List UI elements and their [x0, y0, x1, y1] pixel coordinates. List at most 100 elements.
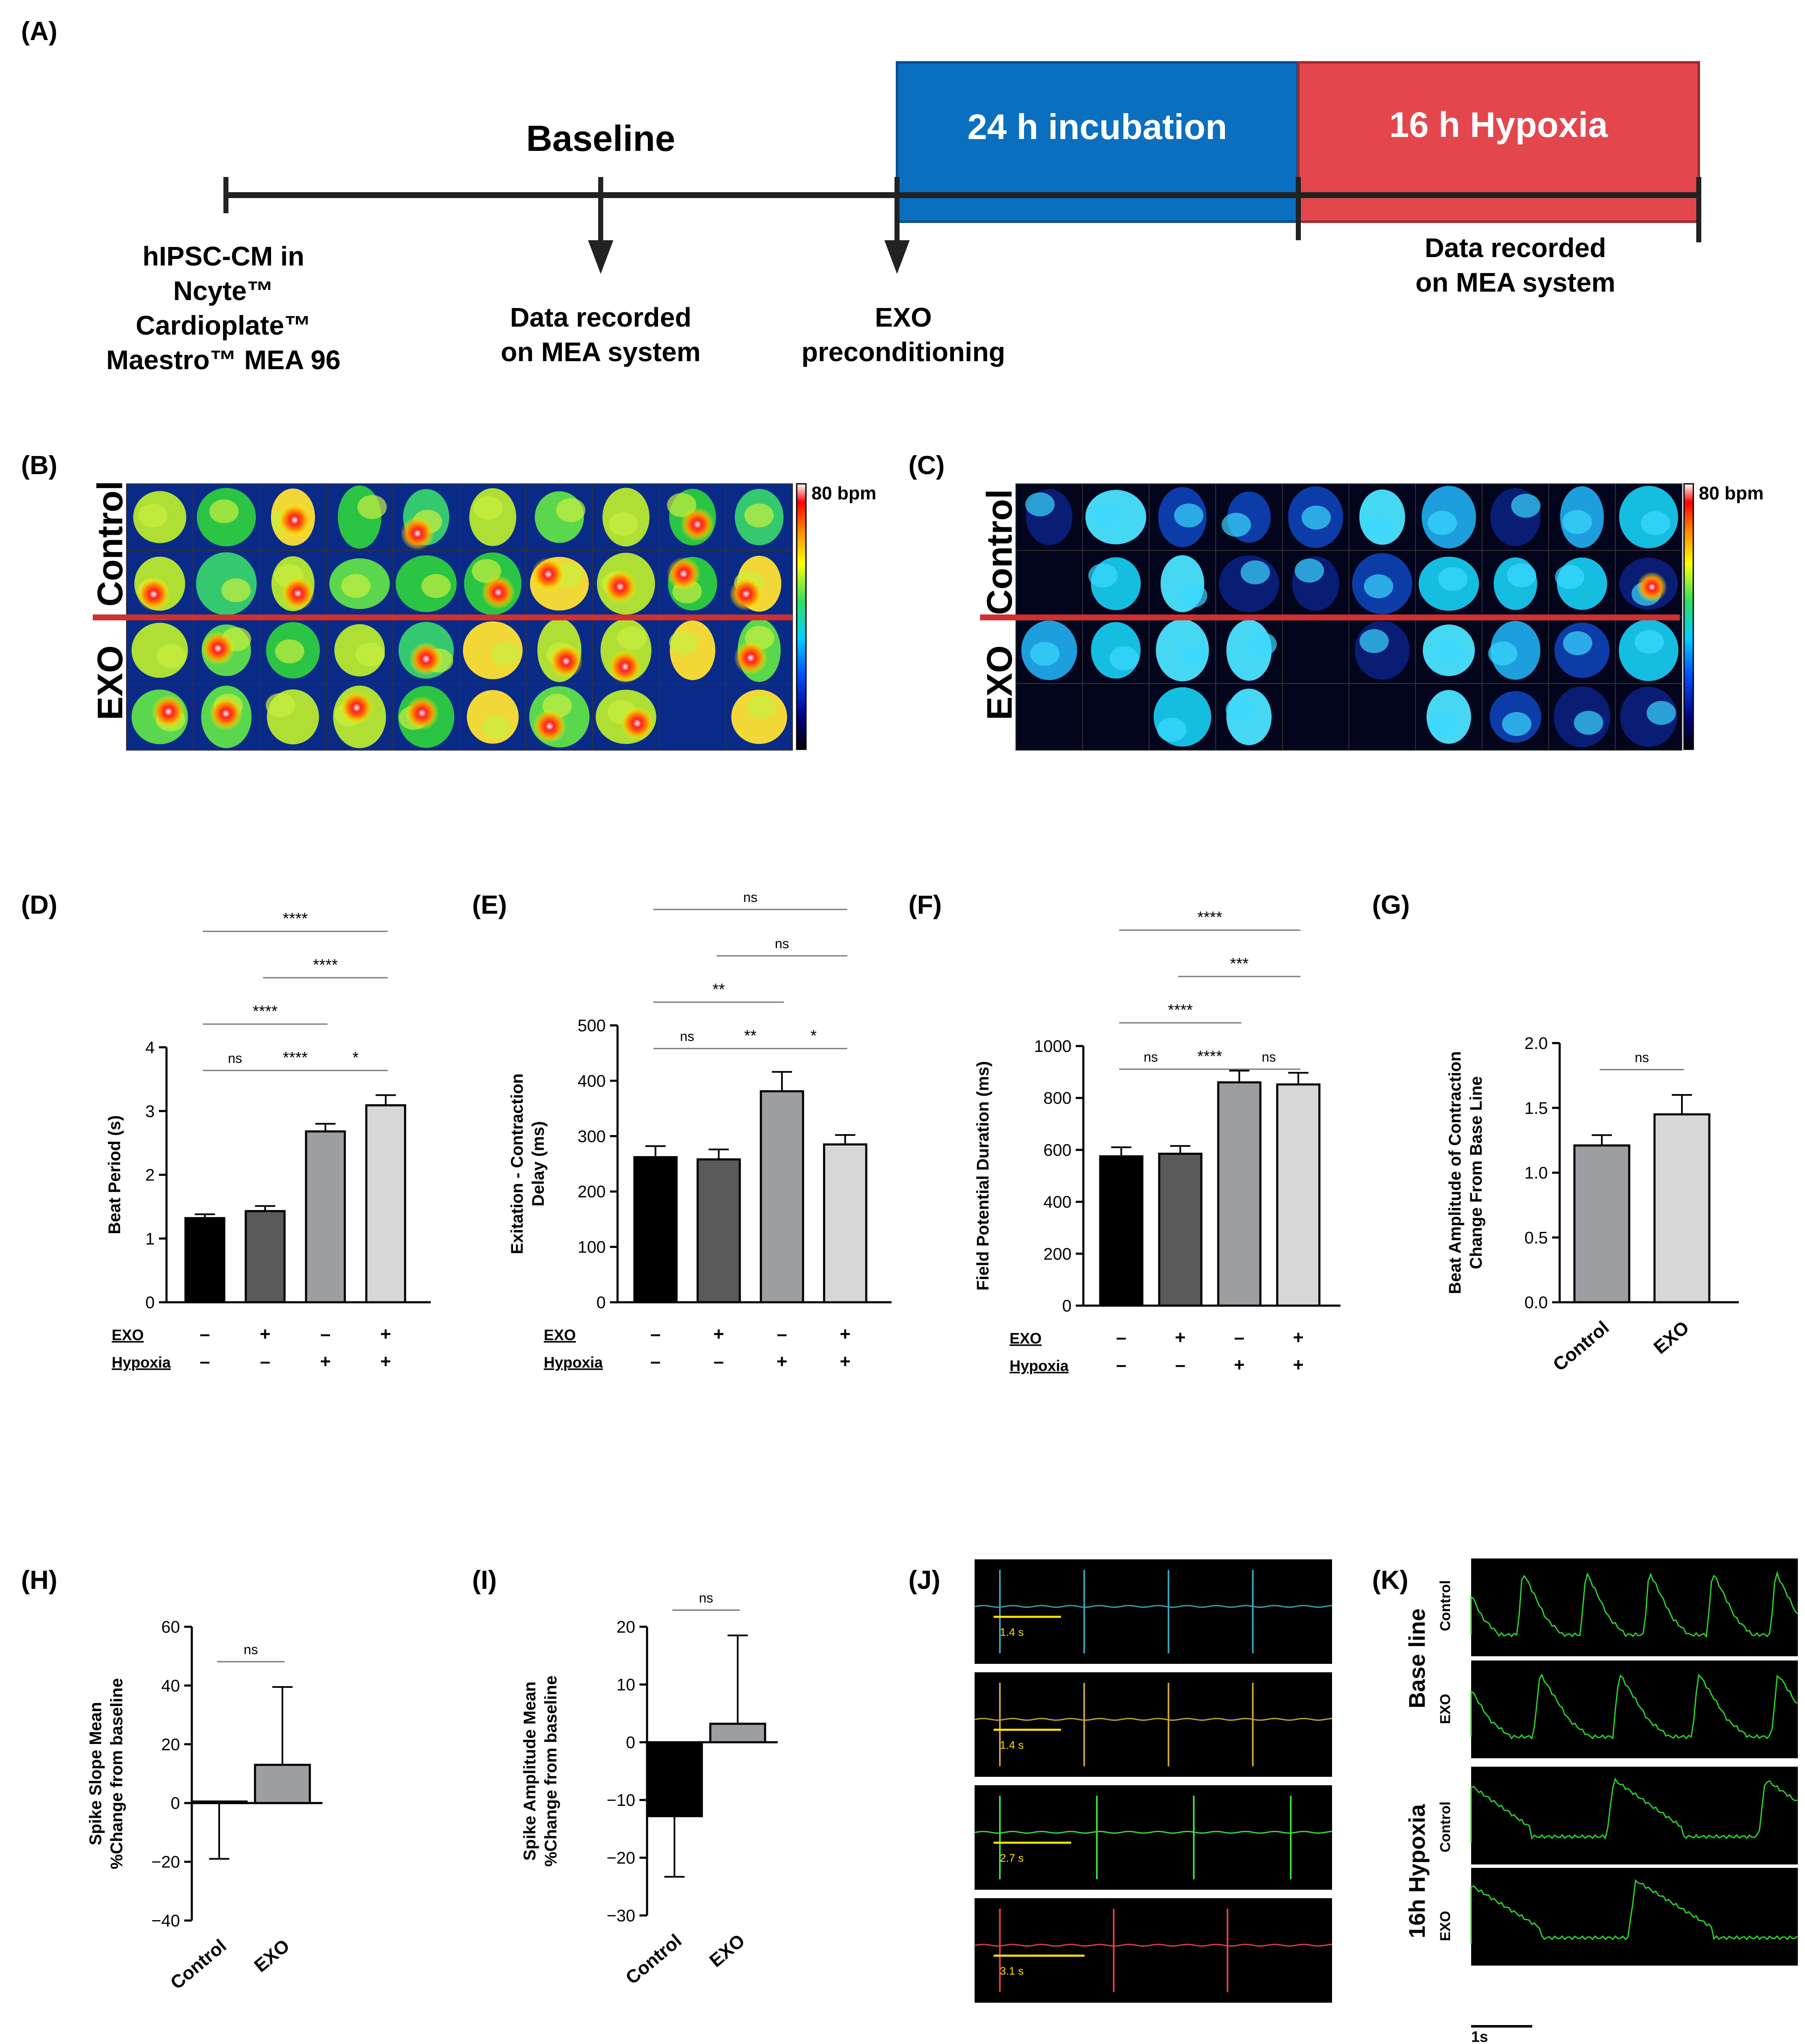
k-row-label-3: Control	[1437, 1802, 1453, 1853]
heatmap-blob-core	[421, 574, 451, 598]
heatmap-blob-core	[1438, 567, 1468, 591]
factor-sign: +	[776, 1351, 787, 1372]
y-tick-label: 2.0	[1524, 1034, 1548, 1053]
heatmap-blob-core	[1574, 711, 1604, 735]
heatmap-blob-core	[1488, 641, 1518, 666]
heatmap-shape	[1560, 486, 1604, 548]
panel-label-f: (F)	[908, 891, 942, 920]
significance-label: ***	[1230, 955, 1249, 973]
heatmap-shape	[1156, 619, 1209, 681]
trace-frame	[1471, 1767, 1798, 1864]
trace-frame	[1471, 1660, 1798, 1758]
trace-line	[1470, 1777, 1798, 1843]
y-tick-label: 400	[577, 1072, 606, 1090]
significance-label: ns	[680, 1029, 694, 1044]
heatmap-blob-core	[1030, 641, 1060, 666]
significance-label: *	[352, 1049, 359, 1067]
start-line-3: Cardioplate™	[136, 310, 311, 341]
panel-j: (J) 1.4 s 1.4 s 2.7 s 3.1 s	[908, 1559, 1332, 2003]
heatmap-blob-core	[275, 639, 304, 663]
panel-label-a: (A)	[21, 17, 57, 46]
heatmap-shape	[1288, 486, 1343, 548]
heatmap-blob-core	[1295, 558, 1324, 583]
panel-label-j: (J)	[908, 1566, 940, 1595]
hypoxia-description: Data recorded on MEA system	[1416, 233, 1615, 298]
heatmap-blob-core	[1647, 701, 1676, 725]
heatmap-hotspot	[151, 695, 185, 729]
incubation-label: 24 h incubation	[967, 107, 1227, 147]
heatmap-shape	[133, 491, 186, 543]
heatmap-shape	[1493, 557, 1537, 610]
exo-arrow	[884, 177, 910, 274]
y-axis-label: %Change from baseline	[542, 1676, 560, 1867]
y-axis-label: %Change from baseline	[107, 1678, 126, 1869]
heatmap-blob-core	[1562, 510, 1592, 534]
factor-sign: +	[260, 1324, 271, 1344]
heatmap-blob-core	[1157, 718, 1187, 742]
start-line-2: Ncyte™	[173, 276, 274, 306]
factor-sign: +	[840, 1351, 851, 1372]
heatmap-blob-core	[1507, 563, 1536, 587]
trace-frame	[1471, 1868, 1798, 1966]
factor-sign: +	[840, 1324, 851, 1344]
y-tick-label: 1.0	[1524, 1164, 1548, 1183]
significance-label: **	[744, 1027, 757, 1045]
bar	[244, 1210, 286, 1304]
heatmap-blob-core	[355, 642, 385, 667]
y-tick-label: 1.5	[1524, 1099, 1548, 1118]
heatmap-hotspot	[531, 557, 565, 591]
y-tick-label: 200	[577, 1183, 606, 1201]
heatmap-blob-core	[1563, 631, 1593, 655]
significance-label: ns	[775, 936, 789, 951]
heatmap-shape	[1021, 620, 1077, 680]
y-tick-label: 0.5	[1524, 1229, 1548, 1247]
heatmap-hotspot	[201, 631, 235, 665]
factor-sign: –	[714, 1351, 724, 1372]
y-tick-label: 600	[1043, 1141, 1072, 1159]
y-tick-label: 1	[145, 1230, 155, 1248]
heatmap-shape	[1620, 687, 1677, 747]
significance-label: ns	[1262, 1049, 1276, 1065]
factor-sign: –	[1234, 1327, 1244, 1348]
y-tick-label: 4	[145, 1038, 155, 1057]
y-tick-label: 2	[145, 1166, 155, 1185]
bar	[365, 1104, 406, 1304]
y-tick-label: 0	[596, 1293, 606, 1312]
factor-name: Hypoxia	[544, 1354, 603, 1371]
heatmap-shape	[600, 619, 652, 684]
y-tick-label: 60	[161, 1618, 180, 1636]
trace-line	[974, 1944, 1332, 1947]
significance-label: ****	[1197, 909, 1222, 926]
y-tick-label: 400	[1043, 1193, 1072, 1212]
heatmap-blob-core	[1555, 565, 1585, 589]
factor-sign: +	[1293, 1327, 1304, 1348]
panel-label-i: (I)	[472, 1566, 497, 1595]
panel-a: (A) 24 h incubation 16 h Hypoxia Baselin…	[21, 17, 1701, 375]
heatmap-shape	[1553, 686, 1611, 748]
heatmap-shape	[1418, 556, 1479, 611]
bar	[823, 1143, 868, 1304]
heatmap-shape	[734, 618, 781, 682]
significance-label: **	[712, 981, 725, 998]
bar	[184, 1217, 226, 1304]
row-label-exo-b: EXO	[90, 645, 130, 720]
y-tick-label: −40	[151, 1912, 180, 1930]
factor-sign: –	[650, 1324, 661, 1344]
heatmap-blob-core	[138, 503, 168, 528]
heatmap-hotspot	[620, 706, 654, 740]
heatmap-hotspot	[281, 576, 315, 610]
heatmap-hotspot	[549, 644, 583, 678]
heatmap-blob-core	[1109, 646, 1139, 671]
heatmap-shape	[1554, 622, 1610, 678]
heatmap-hotspot	[603, 570, 637, 604]
panel-label-c: (C)	[908, 451, 945, 480]
significance-label: ns	[1635, 1050, 1649, 1065]
chart-f: 0 200 400 600 800 1000 Field Potential Duratio…	[974, 909, 1340, 1375]
significance-label: ns	[228, 1051, 242, 1066]
x-category-label: Control	[622, 1930, 685, 1988]
heatmap-blob-core	[266, 693, 295, 717]
heatmap-blob-core	[1179, 642, 1208, 666]
trace-panel-k	[1470, 1558, 1798, 1966]
y-axis-label: Beat Amplitude of Contraction	[1446, 1051, 1464, 1294]
heatmap-blob-core	[1359, 629, 1389, 653]
